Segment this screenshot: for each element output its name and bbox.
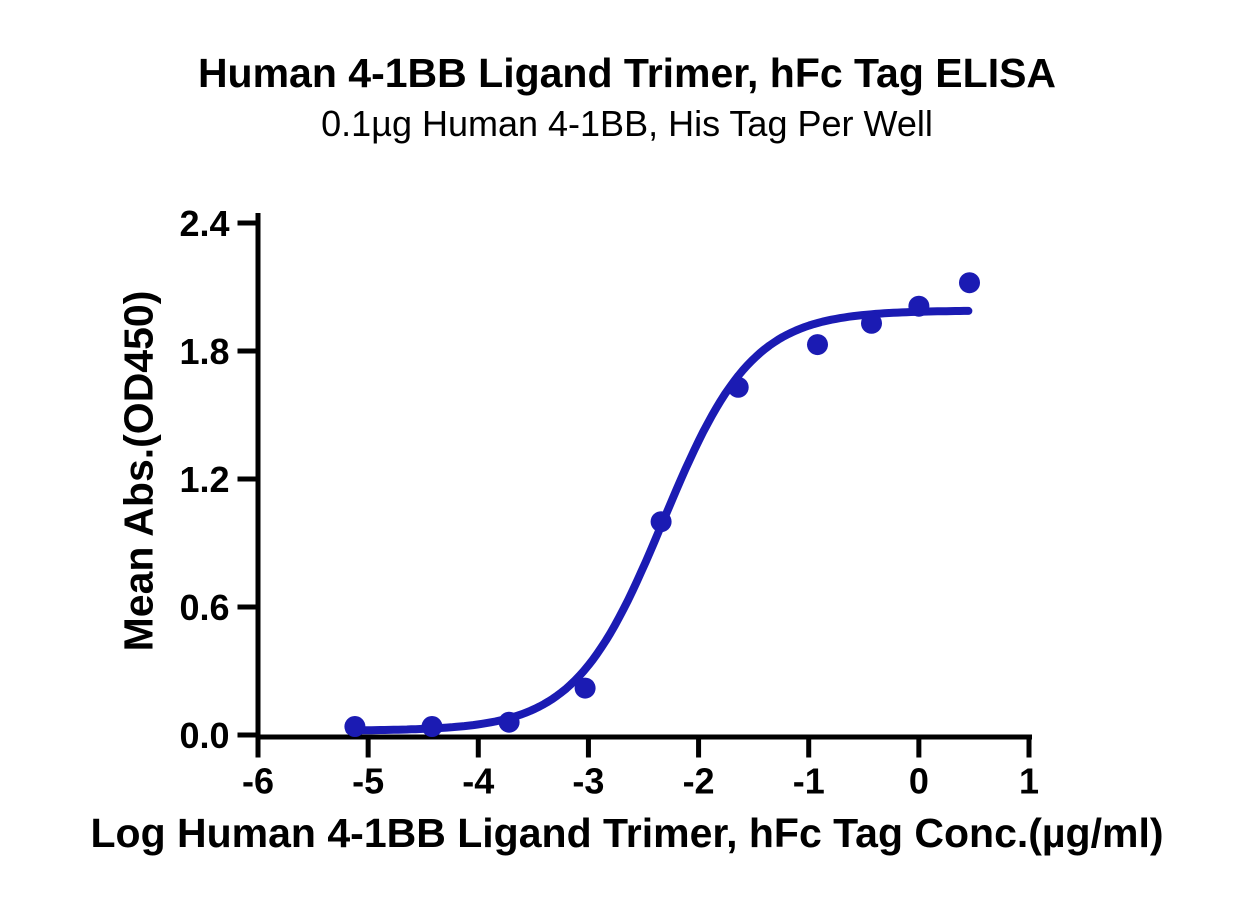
data-point	[421, 716, 443, 737]
data-point	[574, 677, 596, 699]
chart-subtitle: 0.1µg Human 4-1BB, His Tag Per Well	[321, 103, 933, 144]
y-tick-label: 1.2	[179, 459, 229, 500]
x-tick-label: -2	[683, 761, 715, 802]
data-point	[861, 312, 882, 334]
x-tick-label: -4	[462, 761, 494, 802]
data-point	[807, 334, 828, 356]
y-tick-label: 0.0	[179, 715, 229, 756]
y-tick-label: 0.6	[179, 587, 229, 628]
y-tick-label: 2.4	[179, 203, 229, 244]
x-tick-label: -5	[352, 761, 384, 802]
x-tick-label: 0	[909, 761, 929, 802]
data-point	[650, 511, 672, 533]
data-point	[959, 272, 980, 294]
chart-title: Human 4-1BB Ligand Trimer, hFc Tag ELISA	[197, 50, 1057, 96]
x-tick-label: 1	[1019, 761, 1039, 802]
y-tick-label: 1.8	[179, 331, 229, 372]
x-tick-label: -6	[242, 761, 274, 802]
x-tick-label: -1	[793, 761, 825, 802]
data-point	[498, 711, 520, 733]
x-tick-label: -3	[572, 761, 604, 802]
data-point	[344, 716, 366, 737]
x-axis-label: Log Human 4-1BB Ligand Trimer, hFc Tag C…	[90, 810, 1164, 856]
data-point	[727, 376, 749, 398]
y-axis-label: Mean Abs.(OD450)	[115, 290, 162, 652]
data-point	[908, 295, 930, 317]
